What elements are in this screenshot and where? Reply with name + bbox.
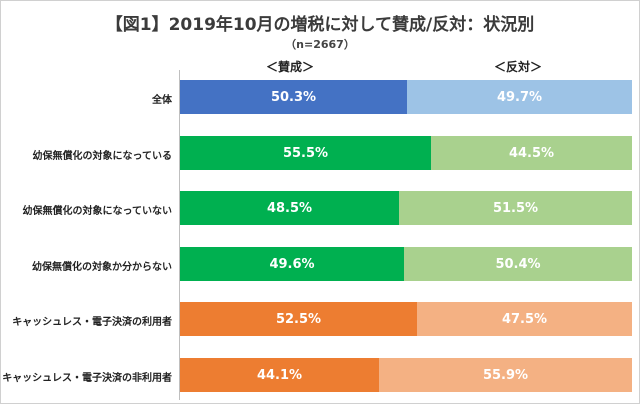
category-label: 全体	[152, 95, 172, 106]
agree-bar: 50.3%	[180, 80, 407, 114]
disagree-bar: 44.5%	[431, 136, 632, 170]
agree-bar: 49.6%	[180, 247, 404, 281]
disagree-bar: 55.9%	[379, 358, 632, 392]
chart-title: 【図1】2019年10月の増税に対して賛成/反対：状況別	[105, 15, 535, 35]
category-label: 幼保無償化の対象か分からない	[32, 262, 172, 273]
agree-bar: 52.5%	[180, 302, 417, 336]
chart-subtitle: （n=2667）	[285, 38, 355, 51]
agree-bar: 55.5%	[180, 136, 431, 170]
category-label: 幼保無償化の対象になっていない	[22, 206, 173, 217]
disagree-bar: 47.5%	[417, 302, 632, 336]
disagree-bar: 51.5%	[399, 191, 632, 225]
agree-header: ＜賛成＞	[265, 60, 314, 74]
category-label: 幼保無償化の対象になっている	[32, 151, 173, 162]
disagree-header: ＜反対＞	[493, 60, 542, 74]
agree-bar: 44.1%	[180, 358, 379, 392]
category-label: キャッシュレス・電子決済の利用者	[12, 317, 172, 328]
disagree-bar: 50.4%	[404, 247, 632, 281]
disagree-bar: 49.7%	[407, 80, 632, 114]
agree-bar: 48.5%	[180, 191, 399, 225]
category-axis-line	[179, 70, 180, 400]
category-label: キャッシュレス・電子決済の非利用者	[2, 373, 172, 384]
